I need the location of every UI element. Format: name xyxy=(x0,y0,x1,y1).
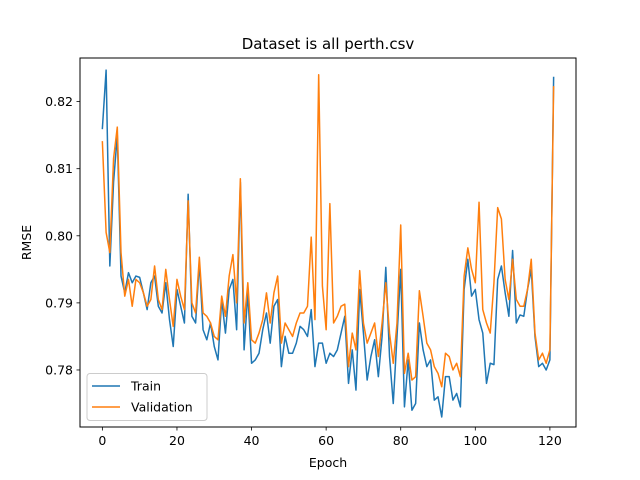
x-axis: 0 20 40 60 80 100 120 xyxy=(98,427,562,448)
y-tick-label: 0.80 xyxy=(45,228,73,243)
plot-area xyxy=(101,69,555,418)
x-tick-label: 0 xyxy=(98,433,106,448)
x-tick-label: 20 xyxy=(169,433,185,448)
x-tick-label: 120 xyxy=(538,433,562,448)
legend: Train Validation xyxy=(86,373,208,421)
x-tick-label: 100 xyxy=(463,433,487,448)
series-line-train xyxy=(101,69,555,418)
y-tick-label: 0.78 xyxy=(45,362,73,377)
x-tick-label: 60 xyxy=(318,433,334,448)
y-tick-label: 0.79 xyxy=(45,295,73,310)
axes-frame xyxy=(79,57,577,428)
x-axis-label: Epoch xyxy=(309,455,347,470)
legend-label-train: Train xyxy=(130,379,161,394)
legend-label-validation: Validation xyxy=(131,400,193,415)
chart-title: Dataset is all perth.csv xyxy=(242,35,415,53)
y-tick-label: 0.82 xyxy=(45,94,73,109)
series-line-validation xyxy=(101,74,555,388)
y-axis: 0.78 0.79 0.80 0.81 0.82 xyxy=(45,94,80,377)
y-tick-label: 0.81 xyxy=(45,161,73,176)
y-axis-label: RMSE xyxy=(19,225,34,260)
x-tick-label: 80 xyxy=(393,433,409,448)
x-tick-label: 40 xyxy=(244,433,260,448)
